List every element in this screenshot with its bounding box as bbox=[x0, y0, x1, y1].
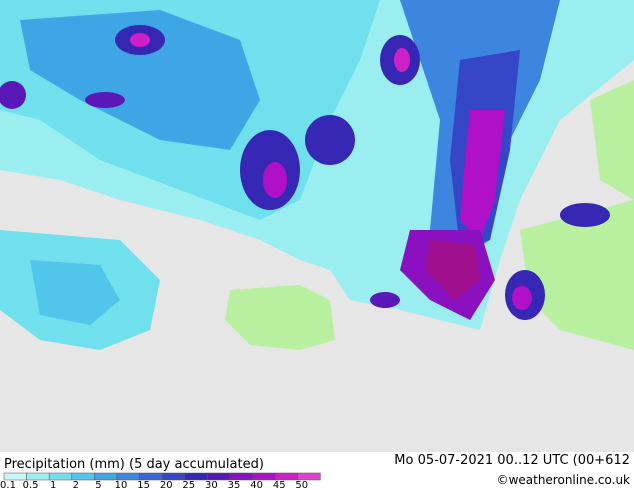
map-title: Precipitation (mm) (5 day accumulated) bbox=[4, 457, 264, 472]
footer: Precipitation (mm) (5 day accumulated) M… bbox=[4, 453, 630, 487]
legend-swatch bbox=[184, 472, 208, 481]
legend-label: 30 bbox=[205, 480, 218, 490]
legend-swatch bbox=[139, 472, 163, 481]
legend-label: 5 bbox=[95, 480, 101, 490]
legend-swatch bbox=[207, 472, 231, 481]
legend-swatch bbox=[161, 472, 186, 481]
legend-label: 45 bbox=[273, 480, 286, 490]
legend-swatch bbox=[252, 472, 276, 481]
valid-time: Mo 05-07-2021 00..12 UTC (00+612 bbox=[394, 453, 630, 468]
legend-swatch bbox=[48, 472, 73, 481]
legend-swatch bbox=[26, 472, 50, 481]
legend-swatch bbox=[116, 472, 140, 481]
legend-label: 40 bbox=[250, 480, 263, 490]
legend-label: 50 bbox=[295, 480, 308, 490]
legend-swatch bbox=[274, 472, 299, 481]
legend-swatch bbox=[3, 472, 27, 481]
legend-label: 1 bbox=[50, 480, 56, 490]
legend-swatch bbox=[297, 472, 321, 481]
legend-label: 20 bbox=[160, 480, 173, 490]
legend-swatch bbox=[94, 472, 118, 481]
legend-label: 2 bbox=[73, 480, 79, 490]
legend-label: 35 bbox=[228, 480, 241, 490]
legend-swatch bbox=[229, 472, 253, 481]
legend-label: 25 bbox=[182, 480, 195, 490]
credit: ©weatheronline.co.uk bbox=[497, 473, 630, 487]
legend-swatch bbox=[71, 472, 95, 481]
legend-label: 0.1 bbox=[0, 480, 16, 490]
legend-label: 15 bbox=[137, 480, 150, 490]
legend-label: 0.5 bbox=[23, 480, 39, 490]
legend: 0.1 0.5 1 2 5 10 15 20 25 30 35 40 45 50 bbox=[0, 472, 321, 490]
legend-label: 10 bbox=[115, 480, 128, 490]
map-background bbox=[0, 0, 634, 452]
